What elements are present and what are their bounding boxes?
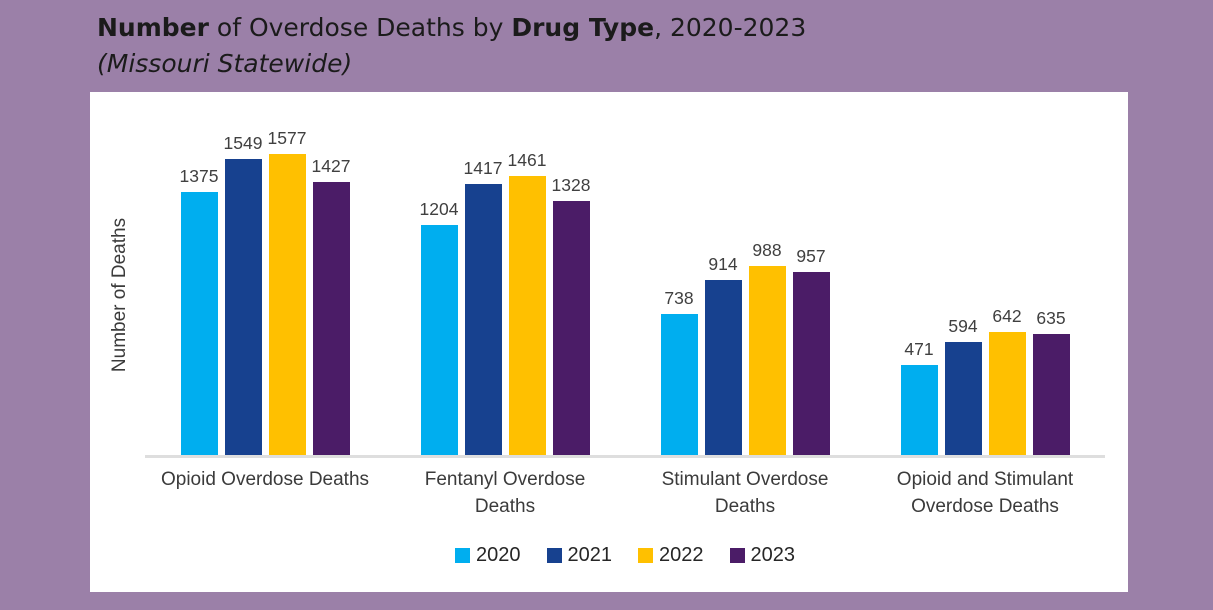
bar-value-label: 1461 xyxy=(507,150,547,170)
legend-swatch-icon xyxy=(638,548,653,563)
legend: 2020 2021 2022 2023 xyxy=(145,544,1105,567)
bar-value-label: 957 xyxy=(796,246,826,266)
bar-value-label: 1427 xyxy=(311,156,351,176)
bar-value-label: 594 xyxy=(948,316,978,336)
legend-item-2021: 2021 xyxy=(546,544,613,567)
plot-area: 1375 1549 1577 1427 1204 1417 1461 1328 738 914 98… xyxy=(145,92,1105,455)
bar-value-label: 635 xyxy=(1036,308,1066,328)
bar-group: 1204 1417 1461 1328 xyxy=(385,92,625,455)
bar-2020: 738 xyxy=(660,288,698,455)
bar-value-label: 1549 xyxy=(223,133,263,153)
bar-2022: 988 xyxy=(748,240,786,455)
bar-value-label: 1328 xyxy=(551,175,591,195)
y-axis-label: Number of Deaths xyxy=(109,217,130,373)
legend-label: 2021 xyxy=(567,544,613,566)
category-label: Opioid and Stimulant Overdose Deaths xyxy=(896,469,1074,517)
legend-swatch-icon xyxy=(455,548,470,563)
bar-value-label: 1577 xyxy=(267,128,307,148)
bar-value-label: 1204 xyxy=(419,199,459,219)
title-word-drug-type: Drug Type xyxy=(511,13,655,42)
bar-value-label: 642 xyxy=(992,306,1022,326)
category-label: Opioid Overdose Deaths xyxy=(160,469,370,490)
chart-title-line1: Number of Overdose Deaths by Drug Type, … xyxy=(97,10,806,46)
bar-value-label: 1375 xyxy=(179,166,219,186)
legend-item-2020: 2020 xyxy=(455,544,521,567)
bar-2022: 642 xyxy=(988,306,1026,455)
bar-2020: 471 xyxy=(900,339,938,455)
bar-group: 1375 1549 1577 1427 xyxy=(145,92,385,455)
legend-label: 2020 xyxy=(476,544,521,566)
legend-swatch-icon xyxy=(546,548,562,563)
bar-2023: 635 xyxy=(1032,308,1070,455)
bar-value-label: 738 xyxy=(664,288,694,308)
bar-2021: 1417 xyxy=(464,158,502,455)
category-axis: Opioid Overdose Deaths Fentanyl Overdose … xyxy=(145,466,1105,520)
bar-value-label: 471 xyxy=(904,339,934,359)
bar-2021: 914 xyxy=(704,254,742,455)
bar-group: 471 594 642 635 xyxy=(865,92,1105,455)
chart-title: Number of Overdose Deaths by Drug Type, … xyxy=(97,10,806,82)
category-label: Fentanyl Overdose Deaths xyxy=(424,469,586,517)
bar-2022: 1577 xyxy=(268,128,306,455)
bar-value-label: 988 xyxy=(752,240,782,260)
chart-subtitle: (Missouri Statewide) xyxy=(97,49,353,78)
bar-group: 738 914 988 957 xyxy=(625,92,865,455)
bar-2023: 1328 xyxy=(552,175,590,455)
bar-value-label: 914 xyxy=(708,254,738,274)
title-text-1: of Overdose Deaths by xyxy=(208,13,512,42)
bar-2023: 1427 xyxy=(312,156,350,455)
chart-panel: Number of Deaths 1375 1549 1577 1427 1204 141… xyxy=(90,92,1128,592)
legend-item-2022: 2022 xyxy=(638,544,704,567)
legend-label: 2022 xyxy=(659,544,704,566)
bar-2020: 1375 xyxy=(180,166,218,455)
bar-2021: 594 xyxy=(944,316,982,455)
title-word-number: Number xyxy=(97,13,209,42)
legend-label: 2023 xyxy=(750,544,796,566)
title-text-2: , 2020-2023 xyxy=(654,13,807,42)
legend-item-2023: 2023 xyxy=(729,544,796,567)
bar-2020: 1204 xyxy=(420,199,458,455)
legend-swatch-icon xyxy=(729,548,745,563)
bar-2022: 1461 xyxy=(508,150,546,455)
bar-value-label: 1417 xyxy=(463,158,503,178)
bar-2021: 1549 xyxy=(224,133,262,455)
x-axis-line xyxy=(145,455,1105,458)
category-label: Stimulant Overdose Deaths xyxy=(661,469,829,517)
bar-2023: 957 xyxy=(792,246,830,455)
